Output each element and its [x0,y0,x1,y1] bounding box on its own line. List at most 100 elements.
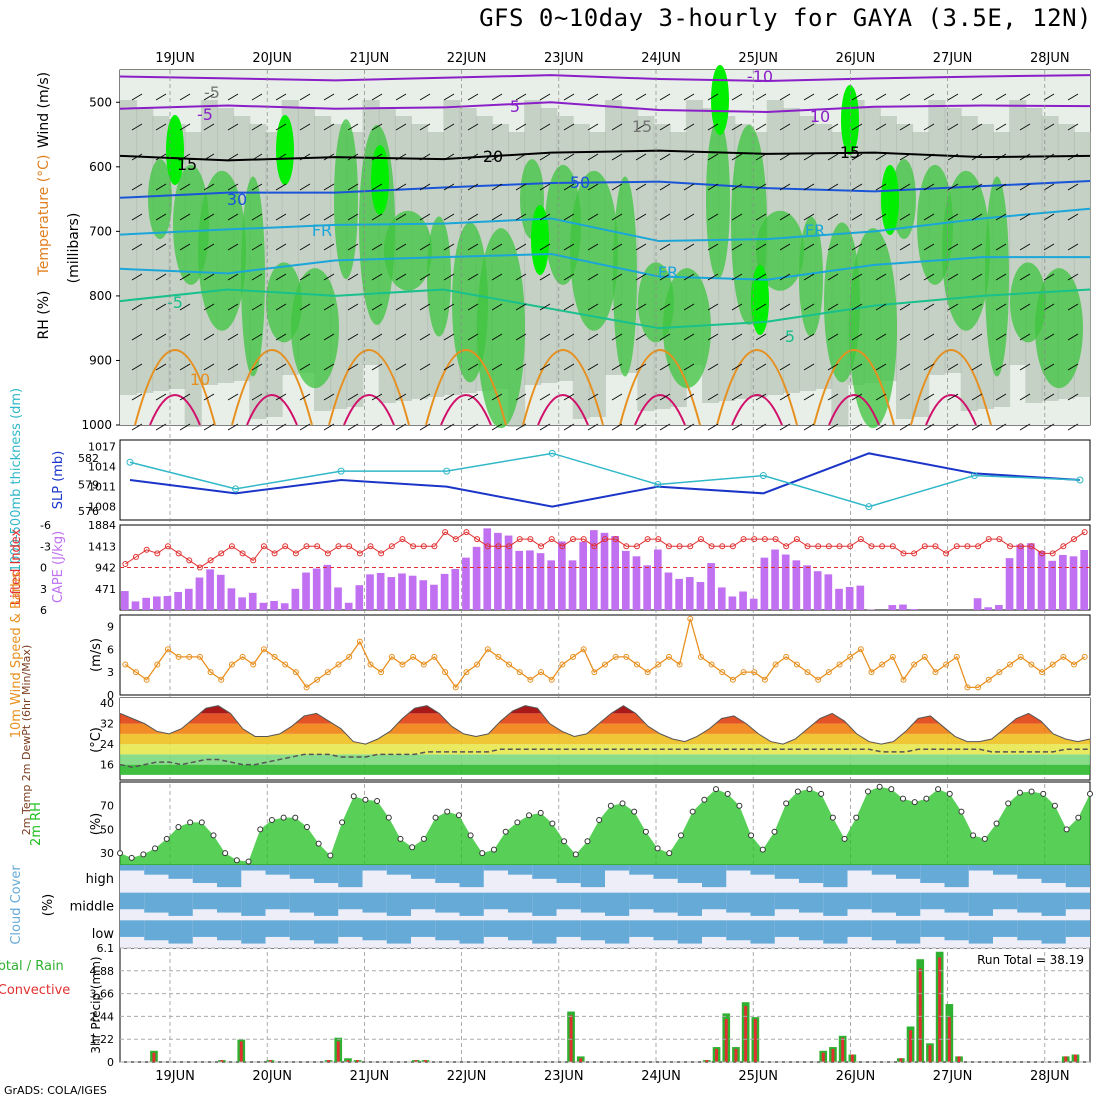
cloud-cell [896,865,921,879]
cape-bar [675,578,683,610]
precip-tick: 4.88 [90,965,115,978]
lifted-index-point [847,543,854,550]
wind-barb [491,153,503,161]
wind10m-point [1028,661,1035,668]
wind-barb [947,213,959,221]
temp-unit: (°C) [89,727,104,753]
cape-bar [685,577,694,610]
cape-bar [909,609,918,610]
cloud-cell [241,892,266,916]
cloud-cell [799,865,824,883]
wind-barb [443,243,455,251]
slp-tick-left: 582 [78,452,99,465]
rh-moist-blob [570,170,618,331]
wind-barb [659,243,671,251]
wind10m-point [836,661,843,668]
wind-barb [371,363,383,371]
lifted-index-point [122,560,129,567]
wind-barb [851,393,863,401]
wind-barb [419,123,431,131]
wind-barb [275,393,287,401]
rh2m-point [701,796,708,803]
wind-barb [995,183,1007,191]
rh2m-point [736,802,743,809]
wind-barb [971,153,983,161]
wind-barb [971,393,983,401]
wind-barb [707,153,719,161]
wind10m-point [527,676,534,683]
cape-bar [803,565,811,610]
wind-barb [299,213,311,221]
wind-barb [299,333,311,341]
thickness-line [129,452,1081,508]
cloud-cell [799,920,824,941]
rh2m-point [1016,789,1023,796]
precip-tick: 2.44 [90,1010,115,1023]
wind-barb [803,303,815,311]
wind-barb [779,153,791,161]
wind-barb [971,423,983,431]
precip-bar-convective [569,1015,573,1062]
li-tick: 6 [40,604,47,617]
lifted-index-point [815,543,822,550]
wind-barb [419,393,431,401]
wind-barb [419,333,431,341]
wind10m-point [538,669,545,676]
cloud-cell [580,865,605,888]
wind-barb [131,153,143,161]
legend-wind: Wind (m/s) [36,72,52,148]
wind10m-point [1081,653,1088,660]
wind10m-point [623,653,630,660]
contour-label: 5 [510,97,520,116]
temp-tick: 32 [100,718,114,731]
lifted-index-point [985,536,992,543]
rh-moist-blob [706,119,730,280]
cape-bar [248,592,257,610]
upper-ylabel: (millibars) [66,213,82,284]
wind-barb [611,393,623,401]
cape-bar [760,557,769,610]
rh2m-point [759,846,766,853]
temp-band [120,733,1090,745]
wind-barb [659,303,671,311]
cloud-cell [1017,865,1042,879]
wind10m-point [122,661,129,668]
wind-barb [299,93,311,101]
cape-bar [408,575,417,610]
wind-barb [875,213,887,221]
wind-barb [323,423,335,431]
cape-tick: 471 [95,583,116,596]
rh2m-point [280,814,287,821]
date-label-bottom: 23JUN [544,1069,584,1084]
cape-bar [376,573,385,610]
lifted-index-point [975,543,982,550]
wind-barb [875,363,887,371]
cape-bar [366,574,374,610]
rh2m-point [572,851,579,858]
lifted-index-point [804,543,811,550]
wind-barb [659,393,671,401]
wind-barb [995,333,1007,341]
rh2m-point [257,826,264,833]
lifted-index-point [314,543,321,550]
wind-barb [779,123,791,131]
wind-barb [1043,123,1055,131]
wind-barb [995,363,1007,371]
cloud-cell [411,920,436,937]
rh2m-point [362,796,369,803]
temp-band [120,723,1090,734]
cloud-cell [362,865,387,871]
wind-barb [203,303,215,311]
cape-bar [558,541,566,610]
wind-barb [179,303,191,311]
cloud-cell [459,920,484,944]
lifted-index-point [889,543,896,550]
warm-contour [910,349,992,426]
wind10m-point [132,669,139,676]
cloud-cell [314,892,339,916]
warm-contour [231,349,313,426]
wind10m-point [655,661,662,668]
wind-barb [227,273,239,281]
rh2m-point [210,832,217,839]
rh2m-point [689,808,696,815]
